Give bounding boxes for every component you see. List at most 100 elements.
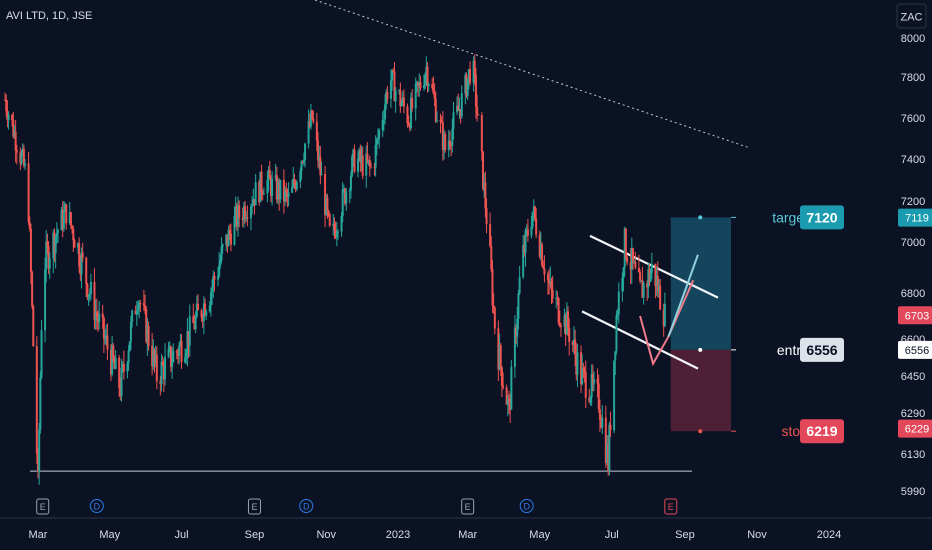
candle bbox=[629, 248, 632, 285]
candle bbox=[640, 279, 643, 282]
candle bbox=[411, 89, 414, 112]
candle-body bbox=[286, 192, 289, 198]
candle-body bbox=[249, 206, 252, 219]
price-badge-box bbox=[898, 419, 932, 438]
candle bbox=[477, 113, 480, 116]
candle-body bbox=[583, 368, 586, 373]
candle-body bbox=[600, 419, 603, 428]
candle-body bbox=[448, 140, 451, 146]
candle bbox=[5, 94, 8, 118]
candle bbox=[277, 177, 279, 205]
candle-body bbox=[153, 349, 156, 363]
time-axis[interactable]: Mar May Jul Sep Nov 2023 Mar May Jul Sep Nov 2024 bbox=[0, 517, 932, 541]
candle-body bbox=[649, 272, 652, 282]
candle-body bbox=[559, 325, 562, 327]
candle-body bbox=[65, 204, 68, 224]
candle-body bbox=[457, 105, 460, 111]
candle bbox=[588, 388, 591, 404]
candle-body bbox=[502, 385, 505, 388]
candle bbox=[483, 173, 486, 198]
candle-body bbox=[498, 345, 501, 370]
candle bbox=[242, 202, 245, 228]
candle-body bbox=[607, 444, 610, 471]
candle bbox=[55, 222, 58, 244]
candle bbox=[32, 304, 35, 347]
candle-body bbox=[61, 210, 64, 229]
candle bbox=[559, 322, 562, 337]
candle-body bbox=[319, 156, 322, 176]
candle-body bbox=[27, 163, 30, 223]
candle-body bbox=[622, 267, 625, 278]
candle bbox=[451, 118, 454, 153]
candle bbox=[211, 279, 214, 305]
candle bbox=[287, 182, 290, 207]
y-tick-label: 7800 bbox=[901, 72, 925, 84]
candle bbox=[35, 336, 38, 464]
candle bbox=[621, 272, 624, 302]
candle bbox=[375, 137, 378, 156]
candle bbox=[491, 260, 494, 313]
candle bbox=[138, 299, 141, 319]
candle bbox=[459, 108, 462, 124]
candle-body bbox=[631, 248, 634, 263]
candle bbox=[609, 411, 612, 437]
candle bbox=[398, 88, 401, 95]
target-label: target bbox=[772, 209, 808, 225]
candle bbox=[567, 306, 570, 337]
candle-body bbox=[439, 119, 442, 122]
candle-body bbox=[201, 317, 204, 322]
candle bbox=[381, 111, 384, 138]
candle-body bbox=[282, 179, 285, 202]
candle bbox=[302, 152, 305, 166]
candle bbox=[328, 212, 331, 228]
y-tick-label: 6450 bbox=[901, 371, 925, 383]
currency-button[interactable]: ZAC bbox=[896, 3, 927, 29]
candle bbox=[401, 91, 404, 106]
candle-body bbox=[37, 453, 39, 472]
candle-body bbox=[238, 205, 241, 218]
candle-body bbox=[417, 82, 420, 86]
candle bbox=[476, 94, 479, 122]
candle bbox=[62, 201, 65, 232]
candle-body bbox=[568, 328, 571, 342]
candle-body bbox=[435, 119, 438, 122]
candle-body bbox=[451, 128, 454, 146]
candle bbox=[137, 300, 139, 315]
candle bbox=[533, 205, 536, 222]
candle bbox=[131, 309, 134, 328]
candle-body bbox=[450, 145, 453, 147]
candle-body bbox=[613, 360, 616, 431]
candle-body bbox=[88, 294, 91, 296]
candle-body bbox=[324, 173, 327, 216]
candle-body bbox=[385, 91, 388, 105]
candle bbox=[353, 144, 356, 174]
x-tick-label: Sep bbox=[675, 529, 695, 541]
candle bbox=[606, 434, 609, 466]
candle bbox=[555, 290, 558, 309]
earnings-marker: E bbox=[664, 498, 678, 515]
price-axis[interactable]: 8000780076007400720070006800660064506290… bbox=[901, 33, 925, 498]
candle bbox=[616, 308, 619, 320]
candle-body bbox=[617, 291, 620, 315]
candle bbox=[64, 202, 67, 213]
candle bbox=[101, 304, 104, 329]
candle-body bbox=[193, 322, 196, 330]
candle bbox=[656, 261, 659, 298]
candle-body bbox=[226, 234, 229, 247]
candle bbox=[295, 179, 298, 192]
candle bbox=[286, 188, 289, 208]
candle-body bbox=[225, 234, 228, 245]
candle bbox=[485, 198, 488, 234]
candle-body bbox=[348, 190, 351, 192]
candle bbox=[513, 315, 516, 378]
candle-body bbox=[351, 156, 354, 176]
candle bbox=[205, 309, 208, 320]
candle-body bbox=[604, 417, 607, 464]
candle bbox=[219, 253, 222, 269]
candle-body bbox=[509, 400, 512, 410]
candle-body bbox=[137, 308, 139, 312]
stop-zone bbox=[670, 349, 731, 432]
candle-body bbox=[284, 189, 287, 202]
candle-body bbox=[506, 398, 509, 405]
